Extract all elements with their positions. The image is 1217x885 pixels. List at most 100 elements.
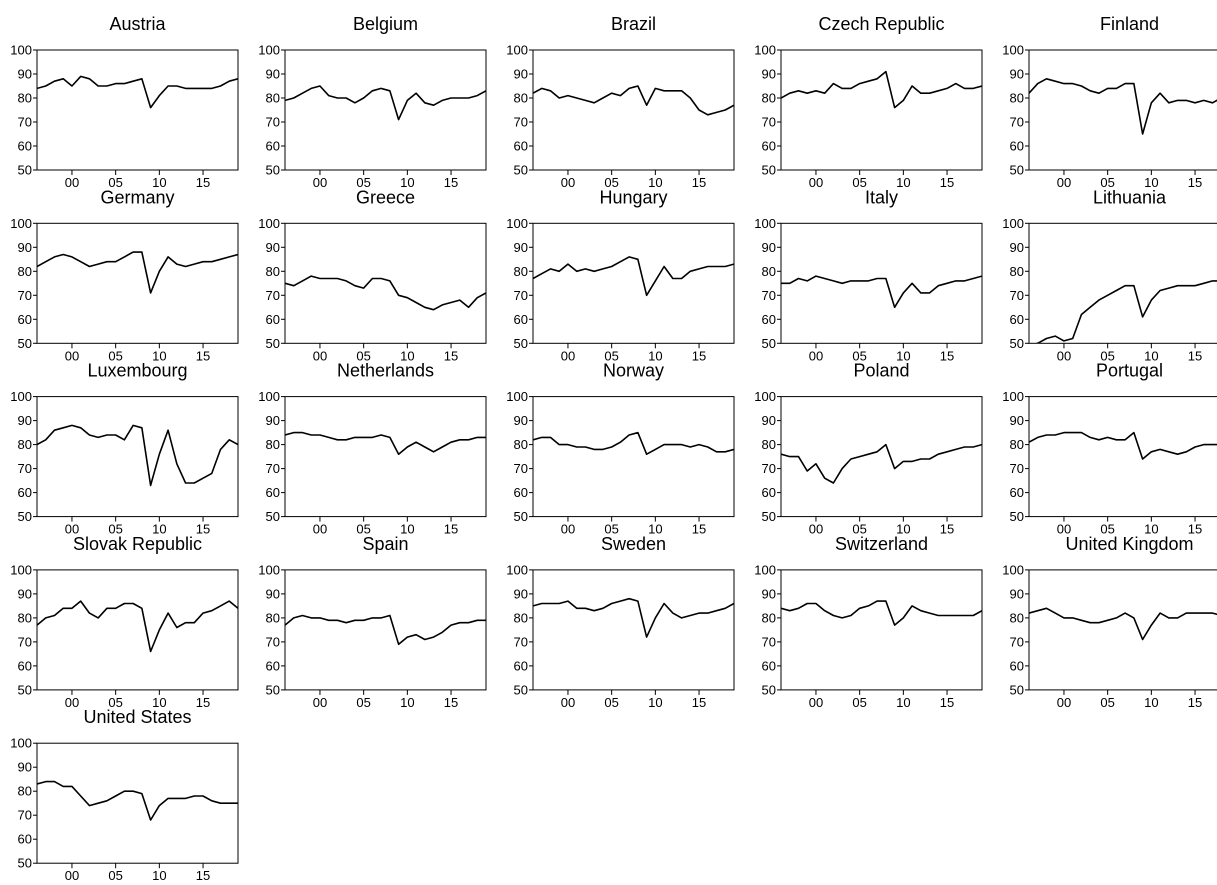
y-tick-label: 80 (266, 610, 280, 625)
panel: Netherlands 50 60 70 80 90 100 00 05 10 15 (258, 361, 487, 537)
x-tick-label: 05 (356, 175, 370, 190)
x-tick-label: 05 (852, 175, 866, 190)
plot-frame (780, 222, 983, 344)
x-tick-label: 15 (692, 175, 706, 190)
data-line (37, 75, 238, 109)
panel-title: Spain (362, 534, 408, 554)
x-tick-label: 15 (196, 175, 210, 190)
x-tick-label: 10 (1144, 522, 1158, 537)
x-tick-label: 15 (444, 695, 458, 710)
x-tick-label: 15 (940, 695, 954, 710)
data-line (285, 431, 486, 455)
x-tick-label: 10 (896, 175, 910, 190)
x-tick-label: 00 (65, 175, 79, 190)
y-tick-label: 100 (10, 43, 32, 58)
y-tick-label: 70 (266, 634, 280, 649)
y-tick-label: 50 (762, 509, 776, 524)
y-tick-label: 90 (514, 413, 528, 428)
panel: Germany 50 60 70 80 90 100 00 05 10 15 (10, 187, 239, 363)
y-tick-label: 90 (762, 413, 776, 428)
y-tick-label: 60 (514, 312, 528, 327)
x-tick-label: 00 (65, 348, 79, 363)
panel: Norway 50 60 70 80 90 100 00 05 10 15 (506, 361, 735, 537)
y-tick-label: 100 (258, 43, 280, 58)
panel-title: Portugal (1096, 361, 1163, 381)
x-tick-label: 05 (1100, 695, 1114, 710)
y-tick-label: 70 (762, 288, 776, 303)
y-tick-label: 100 (258, 216, 280, 231)
data-line (781, 70, 982, 109)
x-tick-label: 10 (1144, 348, 1158, 363)
y-tick-label: 100 (1002, 216, 1024, 231)
x-tick-label: 00 (561, 348, 575, 363)
panel-title: Slovak Republic (73, 534, 202, 554)
data-line (533, 85, 734, 116)
plot-frame (1028, 569, 1217, 691)
y-tick-label: 60 (18, 832, 32, 847)
x-tick-label: 05 (108, 868, 122, 883)
panel-title: Poland (853, 361, 909, 381)
plot-frame (780, 569, 983, 691)
y-tick-label: 60 (18, 312, 32, 327)
y-tick-label: 50 (1010, 163, 1024, 178)
y-tick-label: 50 (18, 856, 32, 871)
y-tick-label: 70 (1010, 461, 1024, 476)
y-tick-label: 60 (762, 139, 776, 154)
y-tick-label: 100 (506, 43, 528, 58)
x-tick-label: 15 (1188, 175, 1202, 190)
y-tick-label: 70 (1010, 634, 1024, 649)
y-tick-label: 100 (754, 43, 776, 58)
y-tick-label: 70 (514, 634, 528, 649)
y-tick-label: 70 (18, 461, 32, 476)
panel: Lithuania 50 60 70 80 90 100 00 05 10 15 (1002, 187, 1217, 363)
plot-frame (284, 49, 487, 171)
x-tick-label: 15 (940, 175, 954, 190)
x-tick-label: 15 (692, 348, 706, 363)
y-tick-label: 80 (266, 91, 280, 106)
y-tick-label: 90 (514, 67, 528, 82)
x-tick-label: 15 (1188, 522, 1202, 537)
y-tick-label: 60 (514, 139, 528, 154)
y-tick-label: 50 (1010, 509, 1024, 524)
data-line (533, 431, 734, 455)
x-tick-label: 10 (896, 522, 910, 537)
panel: Portugal 50 60 70 80 90 100 00 05 10 15 (1002, 361, 1217, 537)
plot-frame (1028, 222, 1217, 344)
y-tick-label: 90 (266, 586, 280, 601)
data-line (1029, 607, 1217, 641)
y-tick-label: 60 (1010, 658, 1024, 673)
x-tick-label: 15 (940, 348, 954, 363)
y-tick-label: 80 (514, 610, 528, 625)
y-tick-label: 80 (1010, 437, 1024, 452)
x-tick-label: 00 (561, 522, 575, 537)
x-tick-label: 05 (1100, 348, 1114, 363)
panel: Greece 50 60 70 80 90 100 00 05 10 15 (258, 187, 487, 363)
panel-title: Switzerland (835, 534, 928, 554)
x-tick-label: 00 (809, 522, 823, 537)
x-tick-label: 10 (152, 348, 166, 363)
y-tick-label: 90 (1010, 586, 1024, 601)
x-tick-label: 00 (65, 695, 79, 710)
plot-frame (532, 569, 735, 691)
y-tick-label: 90 (514, 586, 528, 601)
plot-frame (36, 742, 239, 864)
panel: Brazil 50 60 70 80 90 100 00 05 10 15 (506, 14, 735, 190)
panel: Austria 50 60 70 80 90 100 00 05 10 15 (10, 14, 239, 190)
y-tick-label: 90 (266, 240, 280, 255)
y-tick-label: 50 (514, 163, 528, 178)
plot-frame (284, 569, 487, 691)
y-tick-label: 100 (10, 216, 32, 231)
x-tick-label: 00 (65, 868, 79, 883)
y-tick-label: 50 (266, 682, 280, 697)
x-tick-label: 10 (1144, 175, 1158, 190)
x-tick-label: 05 (108, 695, 122, 710)
x-tick-label: 05 (852, 348, 866, 363)
x-tick-label: 05 (108, 348, 122, 363)
y-tick-label: 80 (1010, 91, 1024, 106)
y-tick-label: 90 (266, 67, 280, 82)
y-tick-label: 100 (506, 389, 528, 404)
x-tick-label: 00 (1057, 348, 1071, 363)
x-tick-label: 10 (152, 695, 166, 710)
data-line (37, 600, 238, 653)
